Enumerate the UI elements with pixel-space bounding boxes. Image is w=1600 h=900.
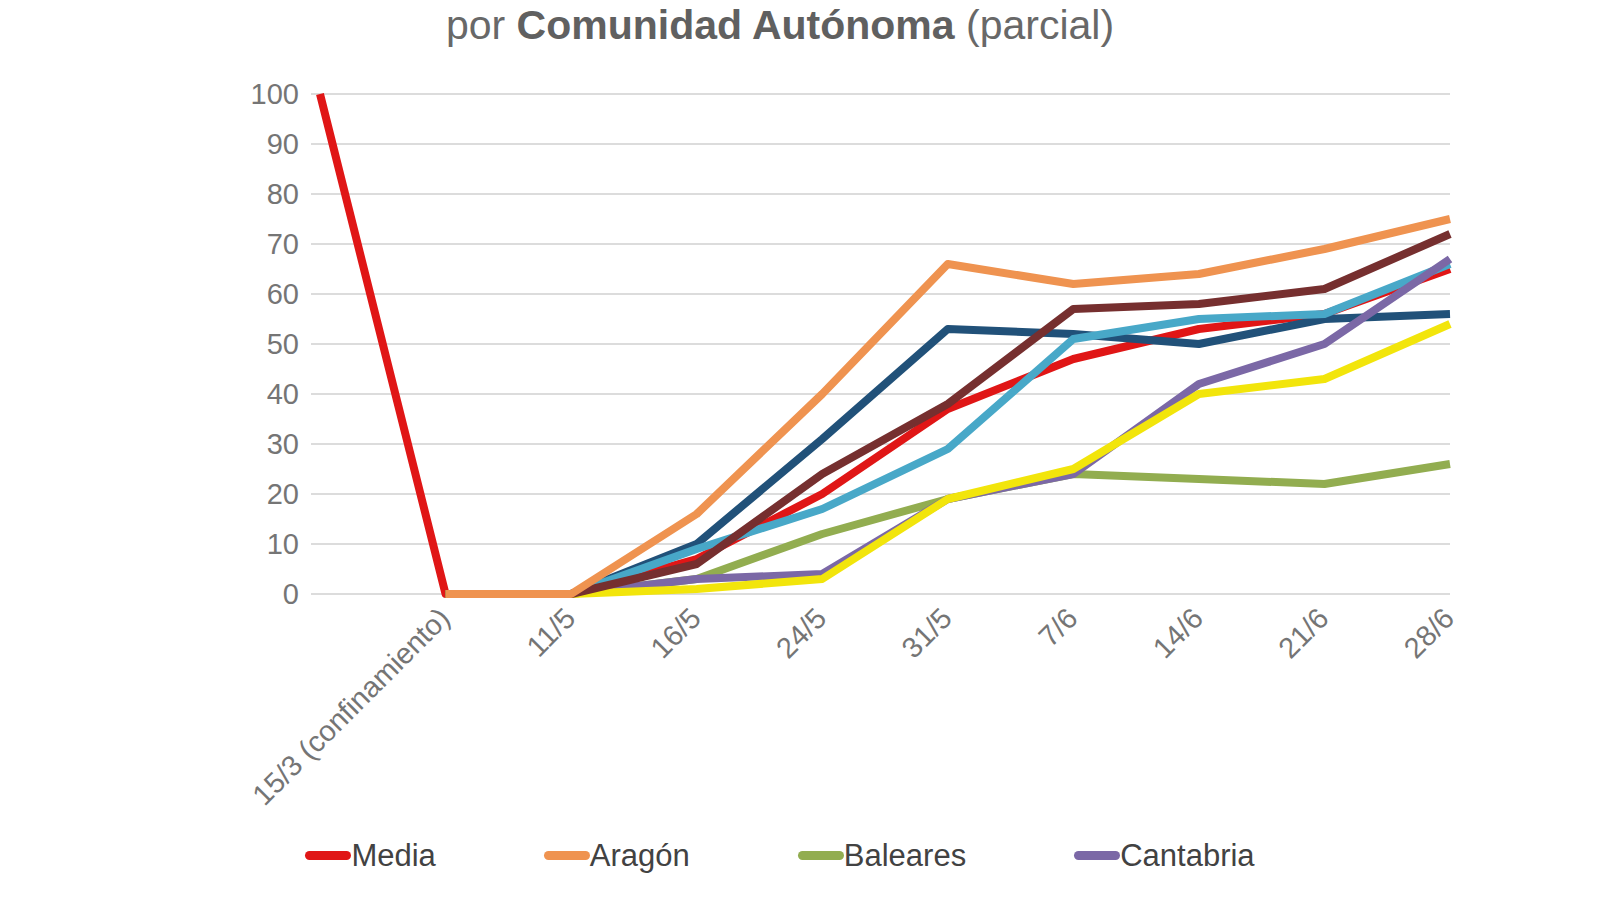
xtick-label-7-6: 7/6 <box>1032 602 1083 653</box>
legend-item-baleares: Baleares <box>798 840 966 871</box>
legend-item-aragón: Aragón <box>544 840 690 871</box>
legend-swatch-aragón <box>544 851 590 860</box>
ytick-label-80: 80 <box>267 178 299 210</box>
xtick-label-16-5: 16/5 <box>644 602 707 665</box>
series-line-unnamed-yellow <box>446 324 1450 594</box>
legend-label: Aragón <box>590 840 690 871</box>
ytick-label-90: 90 <box>267 128 299 160</box>
xtick-label-11-5: 11/5 <box>520 602 581 663</box>
ytick-label-70: 70 <box>267 228 299 260</box>
legend-label: Cantabria <box>1120 840 1254 871</box>
x-axis-labels: 15/3 (confinamiento) 11/5 16/5 24/5 31/5 7/6 1… <box>246 602 1460 812</box>
ytick-label-20: 20 <box>267 478 299 510</box>
xtick-label-15-3-confinamiento-: 15/3 (confinamiento) <box>246 602 456 812</box>
xtick-label-28-6: 28/6 <box>1398 602 1461 665</box>
ytick-label-0: 0 <box>283 578 299 610</box>
xtick-label-31-5: 31/5 <box>895 602 958 665</box>
ytick-label-100: 100 <box>251 78 299 110</box>
ytick-label-10: 10 <box>267 528 299 560</box>
ytick-label-40: 40 <box>267 378 299 410</box>
legend-swatch-media <box>305 851 351 860</box>
ytick-label-30: 30 <box>267 428 299 460</box>
xtick-label-24-5: 24/5 <box>770 602 833 665</box>
legend-swatch-cantabria <box>1074 851 1120 860</box>
ytick-label-60: 60 <box>267 278 299 310</box>
line-chart: 0 10 20 30 40 50 60 70 80 90 100 15/3 (confinamien… <box>0 0 1600 840</box>
xtick-label-21-6: 21/6 <box>1272 602 1335 665</box>
xtick-label-14-6: 14/6 <box>1147 602 1210 665</box>
legend-label: Baleares <box>844 840 966 871</box>
legend-swatch-baleares <box>798 851 844 860</box>
y-axis-labels: 0 10 20 30 40 50 60 70 80 90 100 <box>251 78 299 610</box>
legend-item-cantabria: Cantabria <box>1074 840 1254 871</box>
ytick-label-50: 50 <box>267 328 299 360</box>
legend-label: Media <box>351 840 435 871</box>
legend-item-media: Media <box>305 840 435 871</box>
chart-legend: Media Aragón Baleares Cantabria <box>0 840 1560 871</box>
series-line-unnamed-maroon <box>446 234 1450 594</box>
chart-page: { "title": { "prefix": "por ", "emphasis… <box>0 0 1600 900</box>
